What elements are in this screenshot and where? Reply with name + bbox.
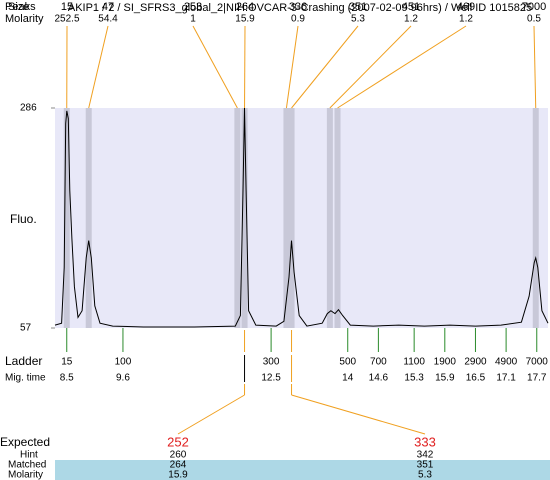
mig-time-label: Mig. time (5, 373, 46, 384)
peak-band (63, 108, 70, 328)
ladder-size: 100 (115, 357, 132, 368)
peak-connector (291, 25, 359, 109)
matched-value: 264 (170, 460, 187, 471)
ladder-size: 2900 (464, 357, 487, 368)
molarity-value: 5.3 (418, 470, 432, 480)
ladder-time: 15.3 (404, 373, 424, 384)
trace (54, 107, 549, 328)
peak-connector (337, 25, 467, 109)
peak-band (85, 108, 92, 328)
peak-size: 264 (236, 1, 254, 13)
peak-size: 336 (289, 1, 307, 13)
y-tick-label: 286 (20, 103, 37, 114)
ladder-size: 1900 (434, 357, 457, 368)
peak-molarity: 1.2 (459, 14, 473, 25)
ladder-time: 15.9 (435, 373, 455, 384)
expected-label: Expected (0, 435, 50, 449)
expected-molarity-label: Molarity (8, 470, 43, 480)
peak-molarity: 0.5 (527, 14, 541, 25)
hint-value: 260 (170, 450, 187, 461)
peak-connector (329, 25, 412, 109)
size-label: Size (8, 1, 29, 13)
peak-size: 7000 (522, 1, 546, 13)
ladder-time: 14.6 (369, 373, 389, 384)
peak-size: 469 (457, 1, 475, 13)
peak-molarity: 15.9 (235, 14, 255, 25)
ladder-size: 7000 (526, 357, 549, 368)
peak-band (234, 108, 241, 328)
peak-connector (88, 25, 109, 109)
molarity-value: 15.9 (168, 470, 188, 480)
peak-band (532, 108, 539, 328)
ladder-size: 500 (339, 357, 356, 368)
plot-area (55, 108, 548, 328)
hint-value: 342 (417, 450, 434, 461)
ladder-size: 15 (61, 357, 73, 368)
ladder-time: 17.1 (496, 373, 516, 384)
ladder-time: 9.6 (116, 373, 130, 384)
ladder-time: 14 (342, 373, 354, 384)
match-connector (177, 394, 245, 435)
ladder-size: 1100 (403, 357, 425, 368)
ladder-size: 4900 (495, 357, 518, 368)
y-tick-label: 57 (20, 323, 32, 334)
peak-connector (533, 25, 537, 109)
peak-molarity: 54.4 (98, 14, 118, 25)
ladder-time: 16.5 (466, 373, 486, 384)
matched-band (55, 460, 550, 470)
ladder-size: 300 (263, 357, 280, 368)
ladder-time: 12.5 (261, 373, 281, 384)
chart-title: AKIP1 / 2 / SI_SFRS3_global_2|NIH:OVCAR-… (68, 2, 532, 14)
expected-size: 252 (167, 434, 189, 449)
hint-label: Hint (20, 450, 38, 461)
matched-label: Matched (8, 460, 46, 471)
peak-molarity: 5.3 (351, 14, 365, 25)
ladder-size: 700 (370, 357, 387, 368)
expected-size: 333 (414, 434, 436, 449)
peak-band (334, 108, 341, 328)
ladder-label: Ladder (5, 354, 42, 368)
peak-connector (285, 25, 299, 109)
peak-molarity: 0.9 (291, 14, 305, 25)
ladder-time: 8.5 (60, 373, 74, 384)
peak-size: 253 (184, 1, 202, 13)
peak-molarity: 1.2 (404, 14, 418, 25)
y-axis-label: Fluo. (10, 212, 37, 226)
peak-band (283, 108, 290, 328)
peak-molarity: 252.5 (54, 14, 79, 25)
peak-band (241, 108, 248, 328)
match-connector (291, 394, 426, 435)
peak-band (326, 108, 333, 328)
molarity-band (55, 470, 550, 480)
peak-size: 15 (61, 1, 73, 13)
peak-band (288, 108, 295, 328)
peak-size: 451 (402, 1, 420, 13)
peak-molarity: 1 (190, 14, 196, 25)
molarity-label: Molarity (5, 13, 44, 25)
peak-connector (192, 25, 238, 109)
peak-size: 351 (349, 1, 367, 13)
matched-value: 351 (417, 460, 434, 471)
peaks-label: Peaks (5, 1, 36, 13)
peak-size: 47 (102, 1, 114, 13)
ladder-time: 17.7 (527, 373, 547, 384)
